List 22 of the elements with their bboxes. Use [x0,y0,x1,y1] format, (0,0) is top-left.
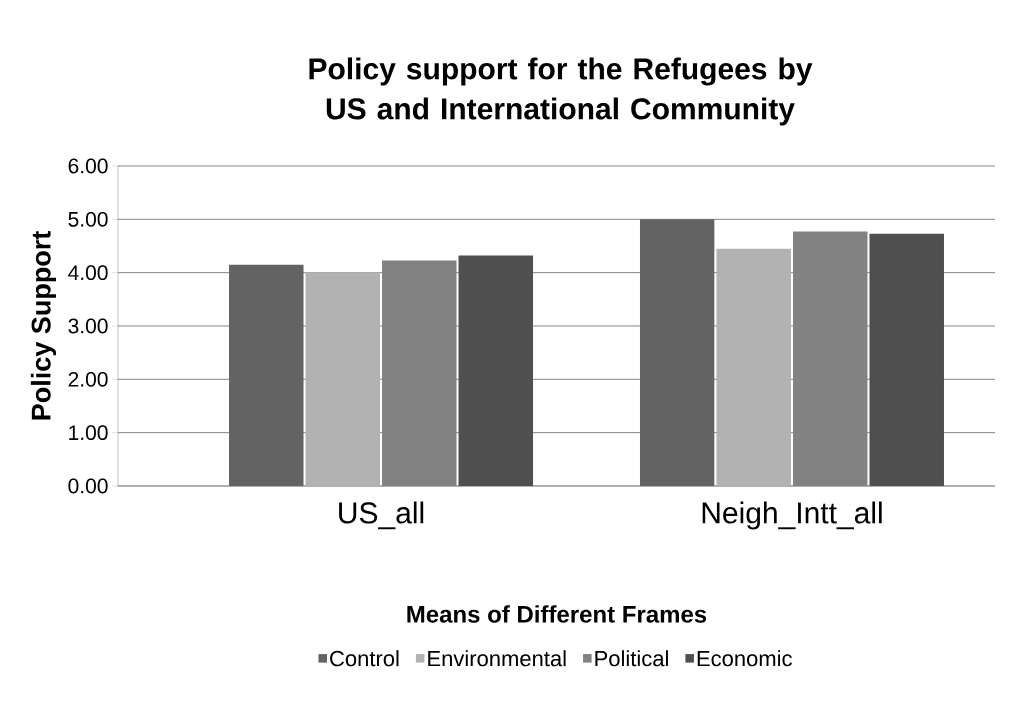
bar [716,248,791,486]
y-tick-label: 1.00 [69,425,108,441]
y-tick-label: 0.00 [68,478,108,494]
y-tick-label: 4.00 [68,265,108,281]
bar [458,255,534,486]
legend-label: Economic [697,650,792,667]
legend-label: Environmental [428,650,566,667]
bar [382,260,457,486]
bar [305,272,381,486]
x-tick-label: US_all [339,501,424,530]
x-axis-title: Means of Different Frames [407,605,707,623]
legend-label: Control [330,650,399,667]
bar [792,231,868,486]
y-tick-label: 5.00 [68,211,108,227]
y-tick-label: 6.00 [68,158,108,174]
x-tick-label: Neigh_Intt_all [702,501,882,530]
y-tick-label: 2.00 [68,371,108,387]
y-tick-label: 3.00 [68,318,108,334]
chart-title: Policy support for the Refugees by US and International Community [309,57,813,126]
y-axis-title: Policy Support [30,231,57,420]
bar [869,233,944,486]
legend-label: Political [595,650,668,667]
